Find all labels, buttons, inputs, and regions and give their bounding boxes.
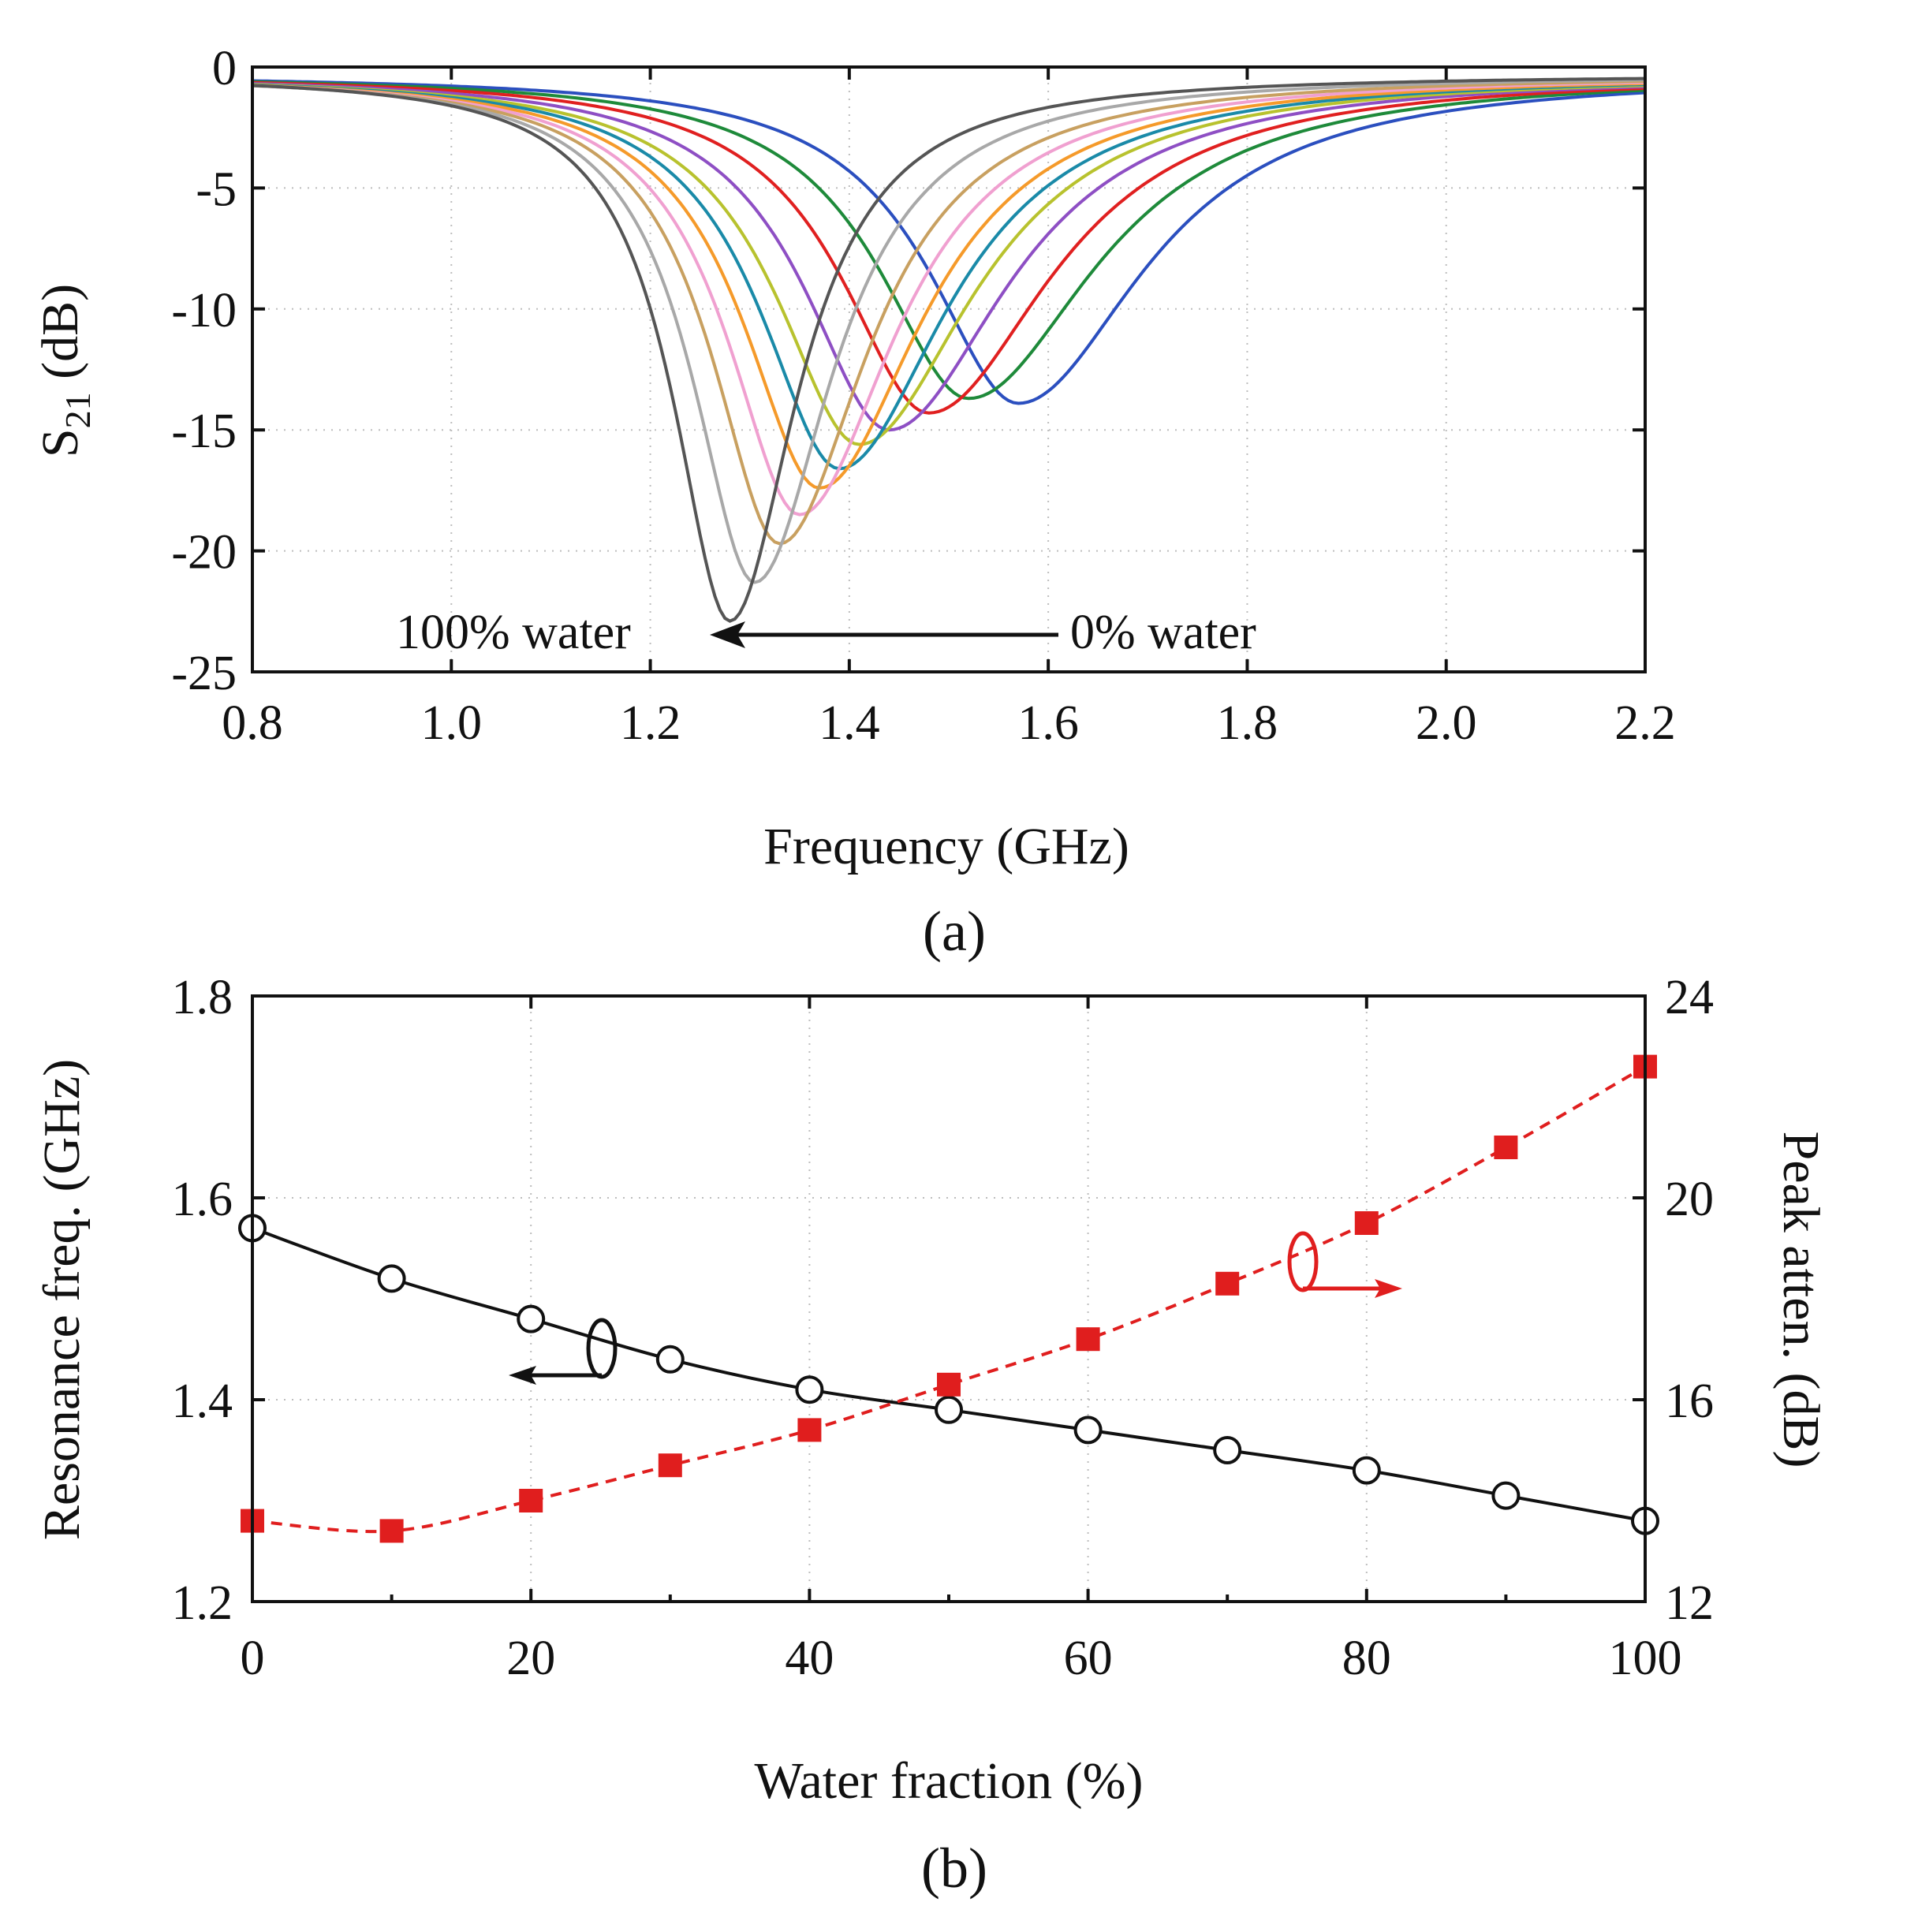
resonance-freq-marker: [377, 1264, 406, 1293]
panel-b-x-tick-label: 100: [1609, 1632, 1682, 1685]
annotation-100-water: 100% water: [396, 606, 631, 659]
panel-a-x-tick-label: 1.8: [1217, 696, 1278, 750]
series-line-100-water: [252, 76, 1645, 623]
right-axis-indicator-arrowhead: [1375, 1279, 1402, 1298]
annotation-0-water: 0% water: [1070, 606, 1256, 659]
panel-b-right-y-tick-label: 24: [1665, 971, 1714, 1024]
peak-atten-marker: [1076, 1327, 1100, 1352]
series-line-90-water: [252, 78, 1646, 584]
series-line-60-water: [252, 81, 1646, 490]
panel-b-x-tick-label: 40: [785, 1632, 834, 1685]
panel-a-x-tick-label: 1.0: [421, 696, 483, 750]
panel-b-label: (b): [921, 1837, 987, 1900]
peak-atten-marker: [1215, 1271, 1240, 1296]
peak-atten-marker: [1494, 1136, 1518, 1159]
peak-atten-marker: [797, 1418, 822, 1442]
panel-b-left-y-tick-label: 1.2: [172, 1576, 233, 1630]
panel-a-y-tick-label: -15: [171, 405, 237, 458]
resonance-freq-series: [238, 1214, 1659, 1535]
series-line-70-water: [252, 80, 1646, 517]
panel-b-right-y-tick-label: 20: [1665, 1173, 1714, 1226]
series-line-10-water: [252, 80, 1646, 401]
panel-b-left-axis-title: Resonance freq. (GHz): [33, 1059, 91, 1540]
series-line-80-water: [252, 80, 1646, 546]
panel-b-x-tick-label: 60: [1064, 1632, 1113, 1685]
series-line-40-water: [252, 83, 1646, 446]
panel-a-s21-chart: 0.8 1.0 1.2 1.4 1.6 1.8 2.0 2.20-5-10-15-20-25 …: [32, 42, 1676, 963]
resonance-freq-marker: [795, 1375, 824, 1404]
panel-b-left-y-tick-label: 1.6: [172, 1173, 233, 1226]
panel-a-y-tick-label: 0: [212, 42, 237, 95]
peak-atten-marker: [937, 1372, 961, 1397]
panel-b-right-y-tick-label: 16: [1665, 1374, 1714, 1428]
panel-a-plot-frame: [251, 65, 1647, 673]
peak-atten-marker: [519, 1489, 543, 1512]
s21-curves: [252, 76, 1646, 623]
panel-b-left-y-tick-label: 1.8: [172, 971, 233, 1024]
resonance-freq-marker: [935, 1395, 963, 1424]
panel-b-x-axis-title: Water fraction (%): [754, 1752, 1143, 1810]
panel-a-y-tick-label: -25: [171, 647, 237, 700]
right-axis-indicator-ellipse: [1287, 1231, 1319, 1292]
left-axis-indicator-arrowhead: [509, 1366, 536, 1385]
panel-a-y-axis-title: S21 (dB): [32, 284, 98, 457]
panel-a-label: (a): [923, 900, 986, 963]
resonance-freq-marker: [1213, 1436, 1242, 1464]
panel-b-x-tick-label: 80: [1342, 1632, 1391, 1685]
peak-atten-marker: [658, 1453, 682, 1478]
series-line-30-water: [252, 82, 1646, 432]
peak-atten-marker: [379, 1519, 404, 1543]
panel-b-water-fraction-chart: 0 20 40 60 80 100 1.2 1.4 1.6 1.8 12 16 20 24 Resonan…: [33, 971, 1830, 1900]
panel-b-right-axis-title: Peak atten. (dB): [1772, 1131, 1830, 1468]
series-line-20-water: [252, 80, 1646, 415]
panel-a-x-tick-label: 0.8: [222, 696, 283, 750]
water-direction-arrowhead: [710, 621, 745, 648]
peak-atten-series: [241, 1054, 1657, 1543]
panel-b-left-y-tick-label: 1.4: [172, 1374, 233, 1428]
panel-a-x-tick-label: 2.2: [1614, 696, 1676, 750]
panel-a-y-tick-label: -20: [171, 526, 237, 580]
panel-b-x-tick-label: 0: [241, 1632, 265, 1685]
panel-a-x-tick-label: 1.2: [620, 696, 681, 750]
panel-a-x-tick-label: 1.6: [1017, 696, 1079, 750]
panel-b-x-tick-label: 20: [506, 1632, 555, 1685]
panel-a-x-tick-label: 2.0: [1416, 696, 1477, 750]
resonance-freq-marker: [655, 1345, 685, 1374]
panel-a-y-tick-label: -5: [196, 162, 237, 216]
panel-b-right-y-tick-label: 12: [1665, 1576, 1714, 1630]
panel-a-y-tick-label: -10: [171, 284, 237, 338]
resonance-freq-marker: [1491, 1481, 1521, 1510]
peak-atten-marker: [1354, 1211, 1379, 1235]
left-axis-indicator-ellipse: [586, 1318, 618, 1379]
panel-a-x-tick-label: 1.4: [819, 696, 880, 750]
panel-a-x-axis-title: Frequency (GHz): [763, 818, 1129, 875]
resonance-freq-marker: [517, 1304, 546, 1333]
resonance-freq-marker: [1352, 1456, 1381, 1485]
resonance-freq-marker: [1073, 1415, 1103, 1445]
series-line-50-water: [252, 83, 1646, 471]
